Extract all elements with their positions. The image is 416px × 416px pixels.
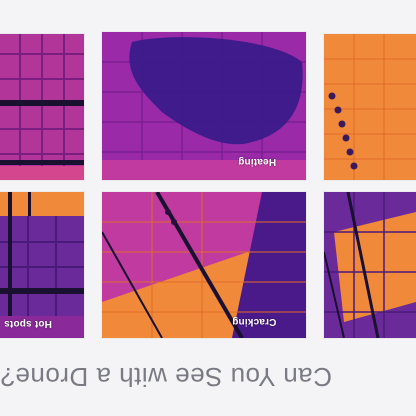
- thermal-panel-image: [324, 34, 416, 180]
- thermal-panel-image: [102, 32, 306, 180]
- thermal-image-tile-3[interactable]: [324, 34, 416, 180]
- thermal-panel-image: [102, 192, 306, 338]
- tile-label: Heating: [238, 156, 277, 167]
- thermal-image-tile-2[interactable]: Heating: [102, 32, 306, 180]
- thermal-panel-image: [324, 192, 416, 338]
- thermal-image-tile-6[interactable]: [324, 192, 416, 338]
- thermal-image-tile-4[interactable]: Hot spots: [0, 192, 84, 338]
- thermal-panel-image: [0, 192, 84, 338]
- tile-label: Cracking: [232, 316, 277, 327]
- gallery-caption: Can You See with a Drone?: [0, 362, 332, 393]
- tile-label: Hot spots: [4, 318, 52, 329]
- thermal-panel-image: [0, 34, 84, 180]
- thermal-image-tile-1[interactable]: [0, 34, 84, 180]
- thermal-image-tile-5[interactable]: Cracking: [102, 192, 306, 338]
